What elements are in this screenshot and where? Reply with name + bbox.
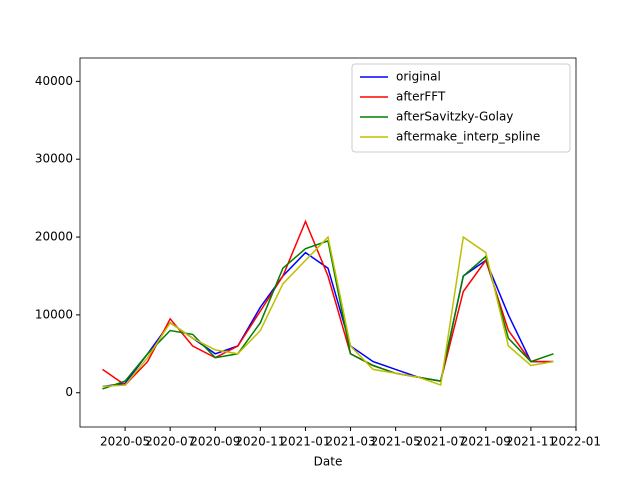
x-tick-label: 2020-09 — [190, 435, 240, 449]
legend-label: afterFFT — [396, 90, 446, 104]
legend-label: afterSavitzky-Golay — [396, 110, 513, 124]
x-tick-label: 2021-01 — [280, 435, 330, 449]
x-tick-label: 2020-11 — [235, 435, 285, 449]
x-tick-label: 2022-01 — [551, 435, 601, 449]
y-tick-label: 0 — [65, 385, 73, 399]
x-tick-label: 2021-05 — [371, 435, 421, 449]
y-tick-label: 20000 — [35, 230, 73, 244]
x-tick-label: 2021-07 — [416, 435, 466, 449]
data-line — [102, 239, 554, 390]
legend-label: aftermake_interp_spline — [396, 130, 540, 144]
legend-label: original — [396, 70, 441, 84]
legend-box — [351, 63, 571, 153]
x-tick-label: 2021-09 — [461, 435, 511, 449]
x-tick-label: 2021-03 — [325, 435, 375, 449]
axes-frame — [79, 57, 577, 428]
y-tick-label: 40000 — [35, 74, 73, 88]
data-line — [102, 235, 554, 388]
y-tick-label: 10000 — [35, 307, 73, 321]
x-axis-label: Date — [314, 455, 343, 469]
x-tick-label: 2021-11 — [506, 435, 556, 449]
x-tick-label: 2020-05 — [100, 435, 150, 449]
x-tick-label: 2020-07 — [145, 435, 195, 449]
y-tick-label: 30000 — [35, 152, 73, 166]
data-line — [102, 219, 554, 386]
